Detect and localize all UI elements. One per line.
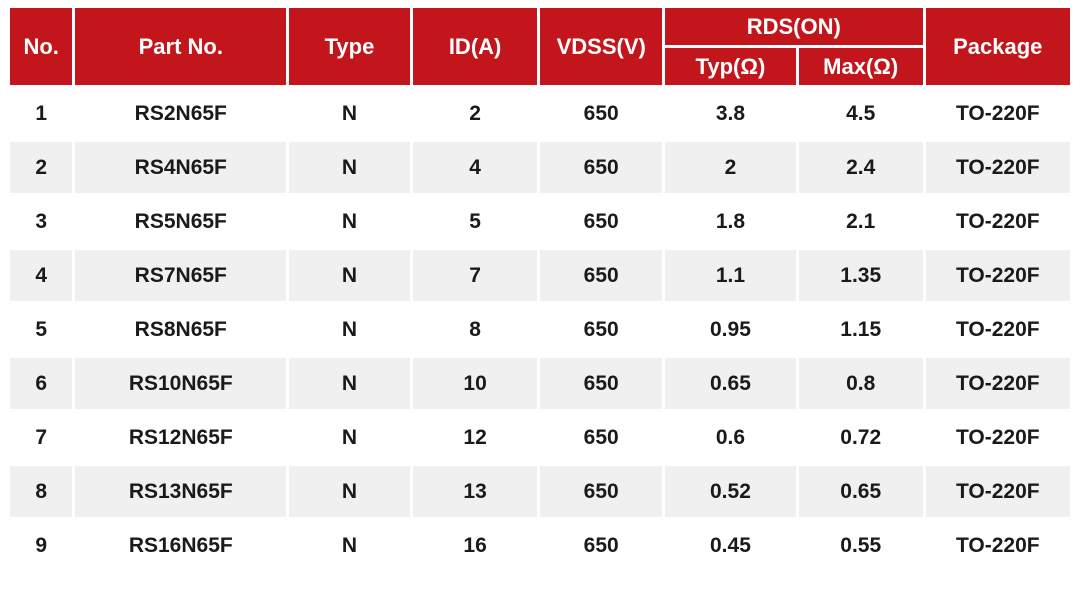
cell-rdson-max: 2.1 [798,196,923,247]
cell-part-no: RS10N65F [75,358,287,409]
cell-package: TO-220F [925,466,1070,517]
cell-rdson-max: 1.35 [798,250,923,301]
cell-rdson-typ: 1.8 [664,196,796,247]
cell-no: 7 [10,412,73,463]
cell-no: 1 [10,88,73,139]
cell-part-no: RS13N65F [75,466,287,517]
cell-rdson-max: 1.15 [798,304,923,355]
cell-id: 16 [412,520,538,571]
cell-package: TO-220F [925,412,1070,463]
table-row: 6 RS10N65F N 10 650 0.65 0.8 TO-220F [10,358,1070,409]
cell-part-no: RS7N65F [75,250,287,301]
table-row: 4 RS7N65F N 7 650 1.1 1.35 TO-220F [10,250,1070,301]
header-rdson-typ: Typ(Ω) [664,48,796,85]
cell-id: 2 [412,88,538,139]
cell-rdson-max: 2.4 [798,142,923,193]
cell-rdson-typ: 0.6 [664,412,796,463]
cell-package: TO-220F [925,142,1070,193]
cell-rdson-max: 0.65 [798,466,923,517]
cell-part-no: RS16N65F [75,520,287,571]
table-row: 1 RS2N65F N 2 650 3.8 4.5 TO-220F [10,88,1070,139]
cell-rdson-max: 0.72 [798,412,923,463]
cell-vdss: 650 [540,196,662,247]
header-rdson-group: RDS(ON) [664,8,923,45]
header-rdson-max: Max(Ω) [798,48,923,85]
cell-no: 4 [10,250,73,301]
table-row: 7 RS12N65F N 12 650 0.6 0.72 TO-220F [10,412,1070,463]
cell-part-no: RS5N65F [75,196,287,247]
cell-id: 13 [412,466,538,517]
mosfet-spec-table: No. Part No. Type ID(A) VDSS(V) RDS(ON) … [7,5,1073,574]
cell-no: 5 [10,304,73,355]
cell-vdss: 650 [540,358,662,409]
cell-type: N [289,88,410,139]
cell-package: TO-220F [925,250,1070,301]
cell-rdson-typ: 0.45 [664,520,796,571]
cell-type: N [289,142,410,193]
cell-rdson-max: 0.55 [798,520,923,571]
cell-vdss: 650 [540,250,662,301]
table-row: 3 RS5N65F N 5 650 1.8 2.1 TO-220F [10,196,1070,247]
cell-id: 7 [412,250,538,301]
cell-vdss: 650 [540,88,662,139]
header-vdss: VDSS(V) [540,8,662,85]
cell-vdss: 650 [540,520,662,571]
cell-type: N [289,196,410,247]
header-row-top: No. Part No. Type ID(A) VDSS(V) RDS(ON) … [10,8,1070,85]
cell-no: 6 [10,358,73,409]
cell-type: N [289,466,410,517]
cell-no: 8 [10,466,73,517]
cell-package: TO-220F [925,520,1070,571]
header-type: Type [289,8,410,85]
table-header: No. Part No. Type ID(A) VDSS(V) RDS(ON) … [10,8,1070,85]
cell-rdson-typ: 0.65 [664,358,796,409]
cell-vdss: 650 [540,412,662,463]
table-row: 5 RS8N65F N 8 650 0.95 1.15 TO-220F [10,304,1070,355]
cell-rdson-typ: 0.52 [664,466,796,517]
cell-part-no: RS8N65F [75,304,287,355]
cell-no: 2 [10,142,73,193]
cell-type: N [289,520,410,571]
cell-vdss: 650 [540,142,662,193]
cell-part-no: RS2N65F [75,88,287,139]
cell-type: N [289,412,410,463]
cell-rdson-typ: 0.95 [664,304,796,355]
cell-rdson-typ: 3.8 [664,88,796,139]
cell-id: 12 [412,412,538,463]
cell-rdson-max: 4.5 [798,88,923,139]
cell-rdson-max: 0.8 [798,358,923,409]
header-part-no: Part No. [75,8,287,85]
cell-id: 10 [412,358,538,409]
cell-type: N [289,358,410,409]
header-no: No. [10,8,73,85]
cell-id: 4 [412,142,538,193]
cell-type: N [289,304,410,355]
cell-rdson-typ: 2 [664,142,796,193]
cell-vdss: 650 [540,304,662,355]
header-package: Package [925,8,1070,85]
cell-vdss: 650 [540,466,662,517]
cell-no: 9 [10,520,73,571]
cell-id: 5 [412,196,538,247]
table-row: 9 RS16N65F N 16 650 0.45 0.55 TO-220F [10,520,1070,571]
table-row: 8 RS13N65F N 13 650 0.52 0.65 TO-220F [10,466,1070,517]
cell-part-no: RS12N65F [75,412,287,463]
header-id: ID(A) [412,8,538,85]
cell-no: 3 [10,196,73,247]
cell-part-no: RS4N65F [75,142,287,193]
cell-package: TO-220F [925,88,1070,139]
cell-package: TO-220F [925,358,1070,409]
cell-id: 8 [412,304,538,355]
header-row-sub: Typ(Ω) Max(Ω) [10,48,1070,85]
cell-rdson-typ: 1.1 [664,250,796,301]
cell-package: TO-220F [925,196,1070,247]
cell-type: N [289,250,410,301]
table-body: 1 RS2N65F N 2 650 3.8 4.5 TO-220F 2 RS4N… [10,88,1070,571]
cell-package: TO-220F [925,304,1070,355]
table-row: 2 RS4N65F N 4 650 2 2.4 TO-220F [10,142,1070,193]
